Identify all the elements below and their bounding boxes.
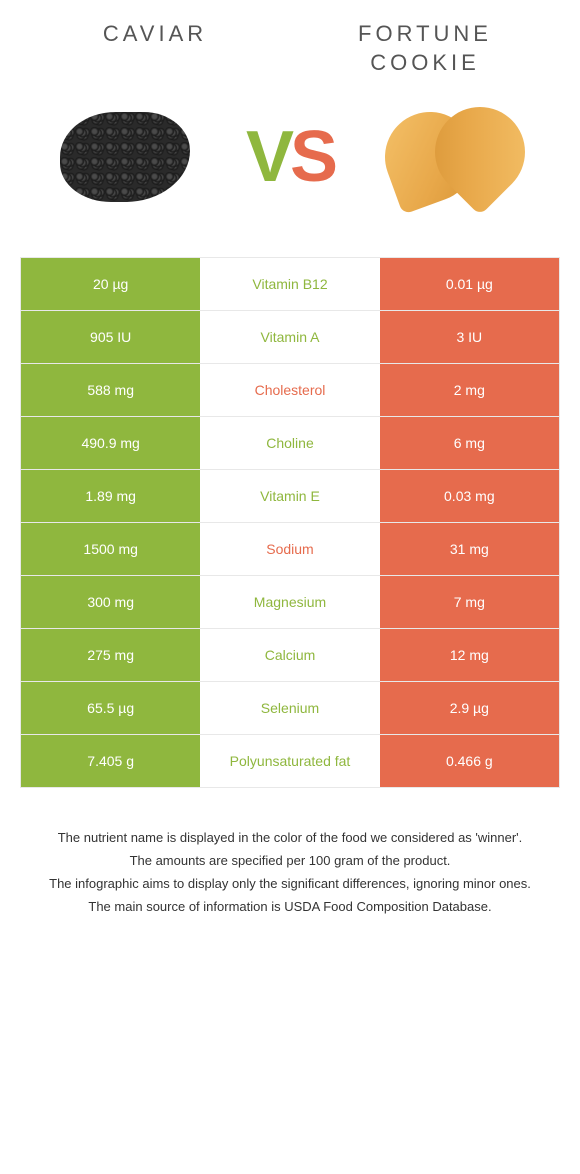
nutrient-name: Calcium	[200, 629, 379, 681]
left-value: 1500 mg	[21, 523, 200, 575]
left-value: 300 mg	[21, 576, 200, 628]
caviar-icon	[60, 112, 190, 202]
right-value: 0.03 mg	[380, 470, 559, 522]
right-value: 2.9 µg	[380, 682, 559, 734]
right-food-title: FORTUNE COOKIE	[317, 20, 533, 77]
nutrient-name: Polyunsaturated fat	[200, 735, 379, 787]
left-value: 65.5 µg	[21, 682, 200, 734]
left-food-title: CAVIAR	[47, 20, 263, 77]
fortune-cookie-icon	[385, 107, 525, 207]
left-value: 490.9 mg	[21, 417, 200, 469]
left-value: 1.89 mg	[21, 470, 200, 522]
footnote-line: The nutrient name is displayed in the co…	[40, 828, 540, 849]
footnote-line: The infographic aims to display only the…	[40, 874, 540, 895]
header: CAVIAR FORTUNE COOKIE	[20, 20, 560, 77]
table-row: 588 mgCholesterol2 mg	[21, 364, 559, 417]
vs-s-letter: S	[290, 117, 334, 197]
nutrient-name: Vitamin E	[200, 470, 379, 522]
left-value: 588 mg	[21, 364, 200, 416]
left-value: 7.405 g	[21, 735, 200, 787]
table-row: 20 µgVitamin B120.01 µg	[21, 258, 559, 311]
nutrient-name: Vitamin B12	[200, 258, 379, 310]
nutrient-name: Selenium	[200, 682, 379, 734]
nutrient-table: 20 µgVitamin B120.01 µg905 IUVitamin A3 …	[20, 257, 560, 788]
table-row: 300 mgMagnesium7 mg	[21, 576, 559, 629]
nutrient-name: Sodium	[200, 523, 379, 575]
footnotes: The nutrient name is displayed in the co…	[20, 828, 560, 917]
vs-v-letter: V	[246, 117, 290, 197]
right-value: 0.01 µg	[380, 258, 559, 310]
fortune-cookie-image	[370, 97, 540, 217]
nutrient-name: Choline	[200, 417, 379, 469]
footnote-line: The main source of information is USDA F…	[40, 897, 540, 918]
right-value: 6 mg	[380, 417, 559, 469]
table-row: 65.5 µgSelenium2.9 µg	[21, 682, 559, 735]
nutrient-name: Magnesium	[200, 576, 379, 628]
table-row: 7.405 gPolyunsaturated fat0.466 g	[21, 735, 559, 787]
nutrient-name: Vitamin A	[200, 311, 379, 363]
vs-label: VS	[246, 116, 334, 198]
table-row: 1.89 mgVitamin E0.03 mg	[21, 470, 559, 523]
table-row: 905 IUVitamin A3 IU	[21, 311, 559, 364]
right-value: 0.466 g	[380, 735, 559, 787]
left-value: 275 mg	[21, 629, 200, 681]
right-value: 3 IU	[380, 311, 559, 363]
table-row: 1500 mgSodium31 mg	[21, 523, 559, 576]
right-value: 31 mg	[380, 523, 559, 575]
vs-row: VS	[20, 97, 560, 217]
table-row: 490.9 mgCholine6 mg	[21, 417, 559, 470]
right-value: 12 mg	[380, 629, 559, 681]
left-value: 20 µg	[21, 258, 200, 310]
left-value: 905 IU	[21, 311, 200, 363]
nutrient-name: Cholesterol	[200, 364, 379, 416]
right-value: 2 mg	[380, 364, 559, 416]
right-value: 7 mg	[380, 576, 559, 628]
caviar-image	[40, 97, 210, 217]
table-row: 275 mgCalcium12 mg	[21, 629, 559, 682]
footnote-line: The amounts are specified per 100 gram o…	[40, 851, 540, 872]
